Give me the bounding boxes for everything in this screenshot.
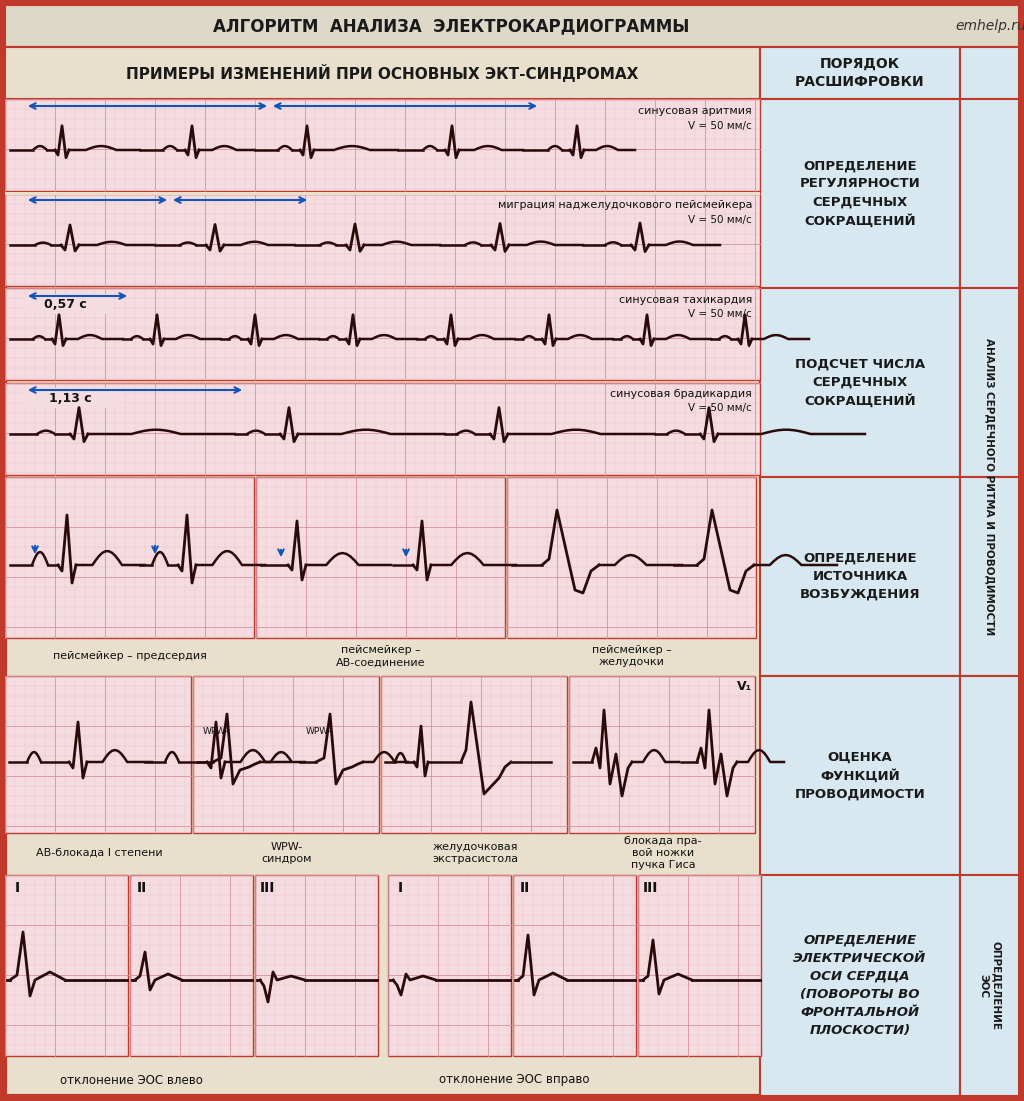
Bar	[760, 47, 961, 99]
Text: II: II	[137, 881, 147, 895]
Bar	[5, 99, 760, 190]
Text: WPW-
синдром: WPW- синдром	[262, 842, 312, 864]
Bar	[513, 875, 636, 1056]
Text: ПОДСЧЕТ ЧИСЛА
СЕРДЕЧНЫХ
СОКРАЩЕНИЙ: ПОДСЧЕТ ЧИСЛА СЕРДЕЧНЫХ СОКРАЩЕНИЙ	[795, 358, 925, 407]
Bar	[130, 875, 253, 1056]
Bar	[5, 47, 760, 99]
Text: V = 50 мм/с: V = 50 мм/с	[688, 121, 752, 131]
Bar	[381, 676, 567, 833]
Bar	[5, 383, 760, 475]
Text: V = 50 мм/с: V = 50 мм/с	[688, 215, 752, 225]
Bar	[760, 288, 961, 477]
Text: ПРИМЕРЫ ИЗМЕНЕНИЙ ПРИ ОСНОВНЫХ ЭКТ-СИНДРОМАХ: ПРИМЕРЫ ИЗМЕНЕНИЙ ПРИ ОСНОВНЫХ ЭКТ-СИНДР…	[126, 64, 639, 81]
Text: ОПРЕДЕЛЕНИЕ
РЕГУЛЯРНОСТИ
СЕРДЕЧНЫХ
СОКРАЩЕНИЙ: ОПРЕДЕЛЕНИЕ РЕГУЛЯРНОСТИ СЕРДЕЧНЫХ СОКРА…	[800, 160, 921, 228]
Bar	[507, 477, 756, 637]
Bar	[961, 288, 1019, 477]
Bar	[638, 875, 761, 1056]
Text: ОПРЕДЕЛЕНИЕ
ИСТОЧНИКА
ВОЗБУЖДЕНИЯ: ОПРЕДЕЛЕНИЕ ИСТОЧНИКА ВОЗБУЖДЕНИЯ	[800, 552, 921, 601]
Text: АНАЛИЗ СЕРДЕЧНОГО РИТМА И ПРОВОДИМОСТИ: АНАЛИЗ СЕРДЕЧНОГО РИТМА И ПРОВОДИМОСТИ	[984, 338, 994, 635]
Bar	[23, 388, 123, 408]
Bar	[760, 676, 961, 875]
Text: пейсмейкер –
желудочки: пейсмейкер – желудочки	[592, 645, 672, 667]
Bar	[961, 477, 1019, 676]
Text: АЛГОРИТМ  АНАЛИЗА  ЭЛЕКТРОКАРДИОГРАММЫ: АЛГОРИТМ АНАЛИЗА ЭЛЕКТРОКАРДИОГРАММЫ	[213, 17, 689, 35]
Bar	[5, 194, 760, 286]
Text: III: III	[259, 881, 274, 895]
Text: пейсмейкер – предсердия: пейсмейкер – предсердия	[53, 651, 207, 661]
Text: V₁: V₁	[737, 680, 752, 693]
Text: желудочковая
экстрасистола: желудочковая экстрасистола	[432, 842, 518, 864]
Bar	[961, 47, 1019, 99]
Text: I: I	[397, 881, 402, 895]
Text: синусовая тахикардия: синусовая тахикардия	[618, 295, 752, 305]
Text: блокада пра-
вой ножки
пучка Гиса: блокада пра- вой ножки пучка Гиса	[625, 836, 701, 871]
Text: синусовая аритмия: синусовая аритмия	[638, 106, 752, 116]
Bar	[760, 99, 961, 288]
Text: V = 50 мм/с: V = 50 мм/с	[688, 309, 752, 319]
Bar	[5, 288, 760, 380]
Text: emhelp.ru: emhelp.ru	[955, 19, 1024, 33]
Bar	[256, 477, 505, 637]
Text: ПОРЯДОК
РАСШИФРОВКИ: ПОРЯДОК РАСШИФРОВКИ	[796, 57, 925, 89]
Text: синусовая брадикардия: синусовая брадикардия	[610, 389, 752, 399]
Text: WPW-: WPW-	[203, 727, 229, 735]
Bar	[5, 6, 1019, 47]
Text: ОПРЕДЕЛЕНИЕ
ЭЛЕКТРИЧЕСКОЙ
ОСИ СЕРДЦА
(ПОВОРОТЫ ВО
ФРОНТАЛЬНОЙ
ПЛОСКОСТИ): ОПРЕДЕЛЕНИЕ ЭЛЕКТРИЧЕСКОЙ ОСИ СЕРДЦА (ПО…	[794, 934, 927, 1037]
Text: АВ-блокада I степени: АВ-блокада I степени	[36, 848, 163, 858]
Text: отклонение ЭОС вправо: отклонение ЭОС вправо	[438, 1073, 589, 1087]
Text: отклонение ЭОС влево: отклонение ЭОС влево	[59, 1073, 203, 1087]
Text: пейсмейкер –
АВ-соединение: пейсмейкер – АВ-соединение	[336, 645, 426, 667]
Bar	[961, 676, 1019, 875]
Text: II: II	[520, 881, 530, 895]
Bar	[5, 676, 191, 833]
Text: I: I	[14, 881, 19, 895]
Bar	[5, 875, 128, 1056]
Text: 1,13 с: 1,13 с	[49, 392, 91, 404]
Bar	[961, 99, 1019, 288]
Text: WPW-: WPW-	[306, 727, 332, 735]
Bar	[5, 477, 254, 637]
Text: 0,57 с: 0,57 с	[44, 297, 86, 310]
Text: III: III	[642, 881, 657, 895]
Bar	[388, 875, 511, 1056]
Text: миграция наджелудочкового пейсмейкера: миграция наджелудочкового пейсмейкера	[498, 200, 752, 210]
Bar	[760, 477, 961, 676]
Text: ОПРЕДЕЛЕНИЕ
ЭОС: ОПРЕДЕЛЕНИЕ ЭОС	[978, 941, 1000, 1031]
Bar	[255, 875, 378, 1056]
Bar	[961, 875, 1019, 1095]
Text: V = 50 мм/с: V = 50 мм/с	[688, 403, 752, 413]
Text: ОЦЕНКА
ФУНКЦИЙ
ПРОВОДИМОСТИ: ОЦЕНКА ФУНКЦИЙ ПРОВОДИМОСТИ	[795, 751, 926, 800]
Bar	[760, 875, 961, 1095]
Bar	[5, 192, 760, 195]
Bar	[23, 294, 113, 314]
Bar	[569, 676, 755, 833]
Bar	[193, 676, 379, 833]
